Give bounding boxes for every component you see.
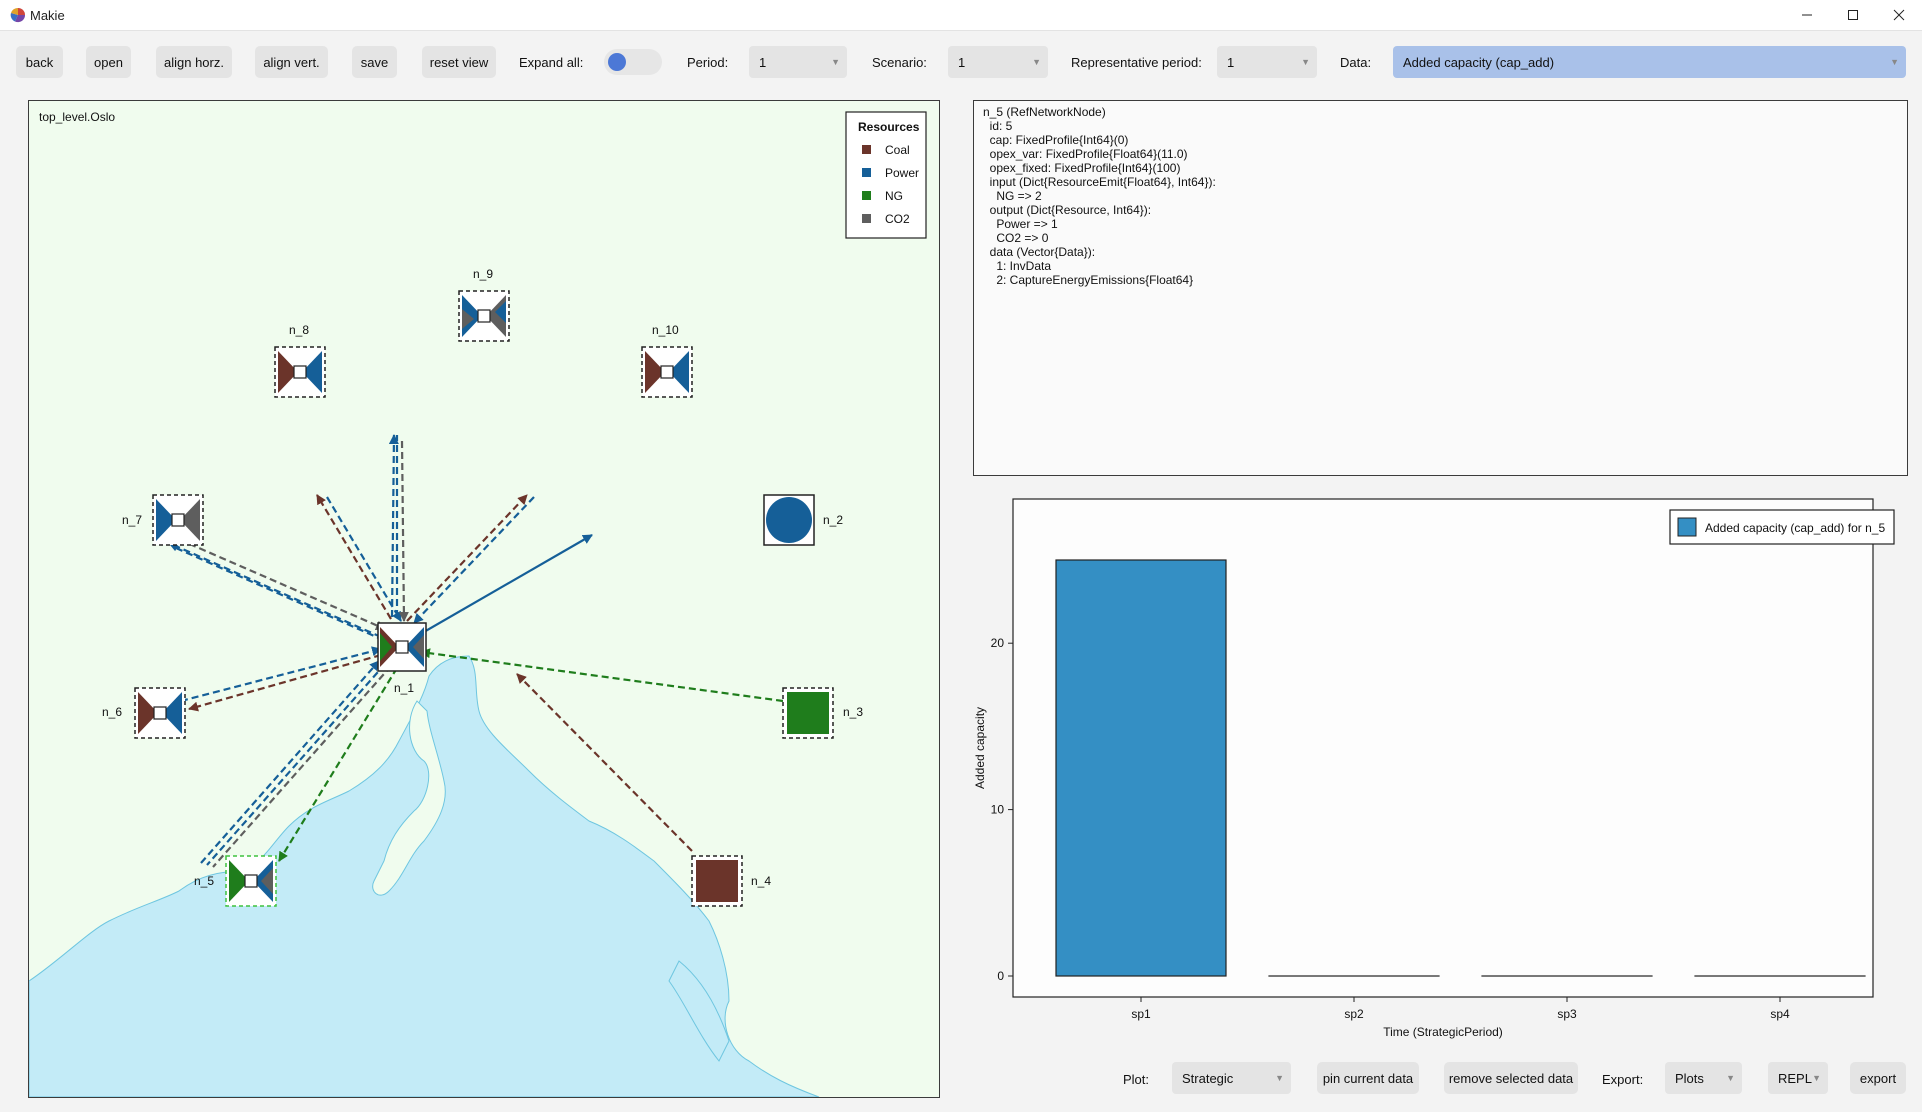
plot-label: Plot:: [1123, 1072, 1150, 1087]
svg-text:n_8: n_8: [289, 323, 309, 337]
svg-text:Coal: Coal: [885, 143, 910, 157]
scenario-value: 1: [958, 55, 966, 70]
window-title: Makie: [30, 8, 65, 23]
legend-item-coal: Coal: [862, 143, 910, 157]
network-map[interactable]: n_1 n_2 n_3 n_4 n_5: [29, 101, 939, 1097]
chevron-down-icon: ▼: [1275, 1073, 1284, 1083]
svg-text:n_10: n_10: [652, 323, 679, 337]
align-vertical-button[interactable]: align vert.: [255, 46, 328, 78]
scenario-dropdown[interactable]: 1 ▼: [948, 46, 1048, 78]
open-button[interactable]: open: [86, 46, 131, 78]
svg-text:n_3: n_3: [843, 705, 863, 719]
svg-text:Power: Power: [885, 166, 919, 180]
representative-period-label: Representative period:: [1071, 55, 1202, 70]
node-n-9[interactable]: n_9: [458, 267, 510, 342]
chevron-down-icon: ▼: [1726, 1073, 1735, 1083]
svg-text:NG: NG: [885, 189, 903, 203]
svg-text:n_6: n_6: [102, 705, 122, 719]
scenario-label: Scenario:: [872, 55, 927, 70]
data-value: Added capacity (cap_add): [1403, 55, 1555, 70]
legend-item-ng: NG: [862, 189, 903, 203]
reset-view-button[interactable]: reset view: [422, 46, 496, 78]
svg-text:n_1: n_1: [394, 681, 414, 695]
water-area: [29, 655, 820, 1097]
svg-text:n_9: n_9: [473, 267, 493, 281]
back-button[interactable]: back: [16, 46, 63, 78]
results-plot-panel[interactable]: sp1 sp2 sp3 sp4 0 10 20 Added capacity Time (S…: [973, 490, 1906, 1050]
export-target-value: REPL: [1778, 1071, 1812, 1086]
network-edges: [168, 434, 784, 868]
legend-item-co2: CO2: [862, 212, 910, 226]
x-tick-label: sp2: [1344, 1007, 1364, 1021]
svg-text:n_7: n_7: [122, 513, 142, 527]
window-titlebar: Makie: [0, 0, 1922, 31]
x-axis-label: Time (StrategicPeriod): [1383, 1025, 1503, 1039]
representative-period-dropdown[interactable]: 1 ▼: [1217, 46, 1317, 78]
period-value: 1: [759, 55, 767, 70]
resources-legend: Resources Coal Power NG CO2: [845, 111, 927, 239]
node-n-6[interactable]: n_6: [102, 687, 186, 739]
svg-text:n_2: n_2: [823, 513, 843, 527]
node-n-4[interactable]: n_4: [691, 855, 771, 907]
maximize-icon[interactable]: [1830, 0, 1876, 30]
x-tick-label: sp1: [1131, 1007, 1151, 1021]
legend-title: Resources: [858, 120, 920, 134]
chevron-down-icon: ▼: [1032, 57, 1041, 67]
node-n-3[interactable]: n_3: [782, 687, 863, 739]
plot-type-dropdown[interactable]: Strategic ▼: [1172, 1062, 1291, 1094]
chevron-down-icon: ▼: [1890, 57, 1899, 67]
remove-selected-data-button[interactable]: remove selected data: [1444, 1062, 1578, 1094]
chevron-down-icon: ▼: [831, 57, 840, 67]
legend-label: Added capacity (cap_add) for n_5: [1705, 521, 1885, 535]
plot-legend: Added capacity (cap_add) for n_5: [1669, 509, 1895, 545]
node-info-panel: n_5 (RefNetworkNode) id: 5 cap: FixedPro…: [973, 100, 1908, 476]
node-n-2[interactable]: n_2: [763, 494, 843, 546]
svg-text:n_4: n_4: [751, 874, 771, 888]
map-title: top_level.Oslo: [39, 110, 116, 124]
export-type-value: Plots: [1675, 1071, 1704, 1086]
close-icon[interactable]: [1876, 0, 1922, 30]
y-axis-label: Added capacity: [973, 707, 987, 789]
export-type-dropdown[interactable]: Plots ▼: [1665, 1062, 1742, 1094]
minimize-icon[interactable]: [1784, 0, 1830, 30]
export-target-dropdown[interactable]: REPL ▼: [1768, 1062, 1828, 1094]
expand-all-toggle[interactable]: [604, 49, 662, 75]
node-n-10[interactable]: n_10: [641, 323, 693, 398]
align-horizontal-button[interactable]: align horz.: [156, 46, 232, 78]
save-button[interactable]: save: [352, 46, 397, 78]
pin-current-data-button[interactable]: pin current data: [1317, 1062, 1419, 1094]
plot-type-value: Strategic: [1182, 1071, 1234, 1086]
y-tick-label: 20: [991, 636, 1005, 650]
data-label: Data:: [1340, 55, 1372, 70]
chevron-down-icon: ▼: [1812, 1073, 1821, 1083]
node-n-5[interactable]: n_5: [194, 855, 277, 907]
toggle-knob: [608, 53, 626, 71]
node-info-text: n_5 (RefNetworkNode) id: 5 cap: FixedPro…: [983, 105, 1216, 287]
makie-logo-icon: [10, 7, 26, 23]
legend-item-power: Power: [862, 166, 919, 180]
bar-sp1[interactable]: [1055, 559, 1227, 977]
results-bar-chart[interactable]: sp1 sp2 sp3 sp4 0 10 20 Added capacity Time (S…: [973, 490, 1906, 1050]
export-button[interactable]: export: [1850, 1062, 1906, 1094]
x-tick-label: sp4: [1770, 1007, 1790, 1021]
legend-swatch: [1677, 517, 1697, 537]
y-tick-label: 10: [991, 803, 1005, 817]
representative-period-value: 1: [1227, 55, 1235, 70]
svg-text:CO2: CO2: [885, 212, 910, 226]
x-tick-label: sp3: [1557, 1007, 1577, 1021]
y-tick-label: 0: [997, 969, 1004, 983]
expand-all-label: Expand all:: [519, 55, 584, 70]
water-bay: [668, 960, 730, 1062]
period-label: Period:: [687, 55, 729, 70]
svg-text:n_5: n_5: [194, 874, 214, 888]
period-dropdown[interactable]: 1 ▼: [749, 46, 847, 78]
water-inlet: [372, 700, 446, 896]
node-n-8[interactable]: n_8: [274, 323, 326, 398]
data-dropdown[interactable]: Added capacity (cap_add) ▼: [1393, 46, 1906, 78]
node-n-7[interactable]: n_7: [122, 494, 204, 546]
map-panel[interactable]: n_1 n_2 n_3 n_4 n_5: [28, 100, 940, 1098]
node-n-1[interactable]: n_1: [377, 622, 427, 695]
export-label: Export:: [1602, 1072, 1644, 1087]
chevron-down-icon: ▼: [1301, 57, 1310, 67]
